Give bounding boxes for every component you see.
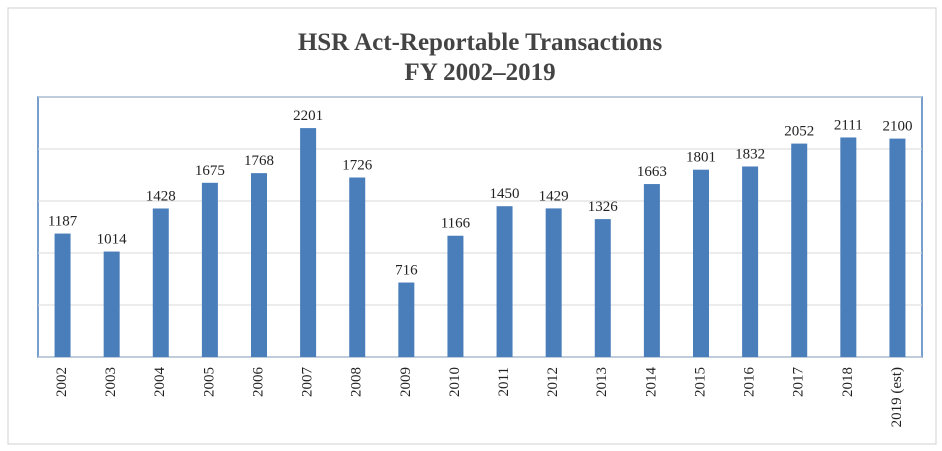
bar <box>300 128 317 357</box>
data-label: 1014 <box>97 232 128 248</box>
bar <box>251 173 267 357</box>
x-tick-label: 2018 <box>840 367 856 397</box>
x-tick-label: 2011 <box>496 367 512 396</box>
x-tick-label: 2013 <box>594 367 610 397</box>
x-tick-label: 2010 <box>447 367 463 397</box>
bar <box>152 208 169 357</box>
data-label: 1801 <box>686 150 716 166</box>
data-label: 1675 <box>195 163 225 179</box>
x-tick-label: 2012 <box>545 367 561 397</box>
bar <box>889 138 906 357</box>
data-label: 2201 <box>293 108 323 124</box>
data-label: 1429 <box>539 188 569 204</box>
data-label: 1450 <box>490 186 520 202</box>
data-label: 1166 <box>441 216 471 232</box>
data-label: 716 <box>395 263 418 279</box>
x-tick-label: 2004 <box>152 367 168 398</box>
bar <box>840 137 857 357</box>
chart-title: HSR Act-Reportable Transactions <box>298 29 663 56</box>
bar <box>201 182 218 357</box>
x-tick-label: 2015 <box>692 367 708 397</box>
bar <box>54 233 71 357</box>
bar <box>693 169 709 357</box>
data-label: 1187 <box>48 214 78 230</box>
x-tick-label: 2003 <box>103 367 119 397</box>
x-tick-label: 2006 <box>250 367 266 398</box>
data-label: 1428 <box>146 188 176 204</box>
x-tick-label: 2017 <box>791 367 807 398</box>
x-tick-label: 2007 <box>300 367 316 398</box>
data-label: 1326 <box>588 199 619 215</box>
bar <box>742 166 759 357</box>
bar <box>643 184 660 357</box>
bar <box>594 219 611 357</box>
bar <box>545 208 562 357</box>
chart-subtitle: FY 2002–2019 <box>404 59 555 86</box>
data-label: 1726 <box>342 157 373 173</box>
bar <box>103 251 120 357</box>
x-tick-label: 2002 <box>54 367 70 397</box>
x-tick-label: 2016 <box>742 367 758 398</box>
bar <box>447 235 464 357</box>
bar <box>496 206 513 357</box>
x-tick-label: 2005 <box>201 367 217 397</box>
bar <box>349 177 366 357</box>
data-label: 1832 <box>735 146 765 162</box>
bar <box>398 282 415 357</box>
x-tick-label: 2014 <box>643 367 659 398</box>
x-tick-label: 2009 <box>398 367 414 397</box>
data-label: 1663 <box>637 164 667 180</box>
bar <box>791 143 808 357</box>
x-tick-label: 2008 <box>349 367 365 397</box>
data-label: 2052 <box>784 124 814 140</box>
x-tick-label: 2019 (est) <box>889 367 905 427</box>
data-label: 2111 <box>834 117 863 133</box>
data-label: 2100 <box>882 119 912 135</box>
data-label: 1768 <box>244 153 274 169</box>
